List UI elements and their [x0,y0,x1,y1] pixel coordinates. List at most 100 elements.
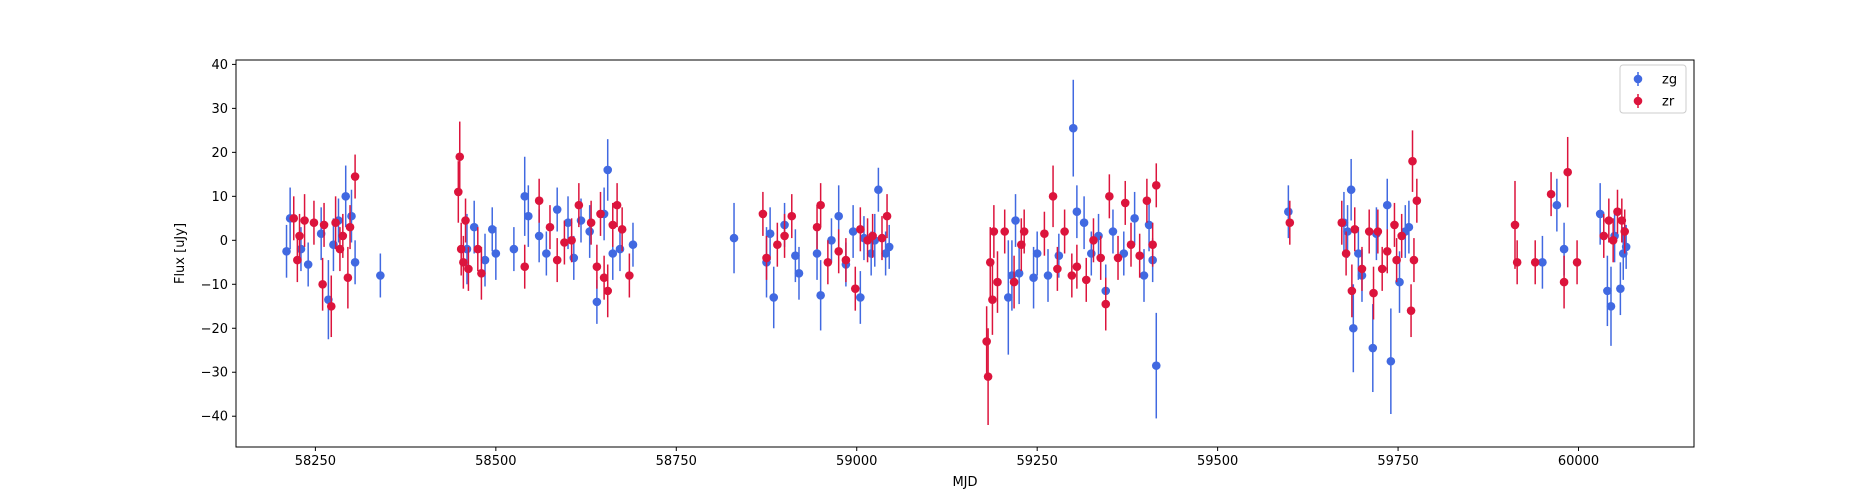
data-point [1346,185,1356,195]
data-point [1606,301,1616,311]
data-point [341,192,351,201]
data-point [1369,288,1378,298]
series-zg [282,79,1631,419]
data-point [625,271,634,280]
data-point [569,253,579,263]
data-point [469,222,479,232]
y-tick-label: −30 [201,366,228,381]
data-point [1087,249,1096,258]
data-point [293,255,302,265]
data-point [473,244,483,254]
y-tick-label: 0 [220,234,228,249]
data-point [877,233,887,243]
data-point [1613,207,1622,217]
data-point [295,231,304,241]
data-point [454,187,463,197]
data-point [567,236,576,245]
data-point [1337,218,1347,228]
data-point [615,244,625,254]
data-point [982,337,991,346]
legend-marker [1633,74,1643,84]
data-point [343,273,353,282]
data-point [456,244,466,254]
data-point [988,295,997,304]
data-point [1151,361,1161,370]
data-point [1373,227,1383,236]
data-point [1349,323,1358,333]
x-tick-label: 59500 [1197,454,1238,469]
data-point [1130,214,1139,223]
data-point [1603,286,1612,296]
data-point [816,200,825,210]
data-point [1151,181,1161,190]
data-point [612,200,622,210]
data-point [1048,192,1058,201]
data-point [552,205,562,214]
data-point [628,240,638,250]
x-axis: 58250 58500 58750 59000 59250 59500 59750 60000 [295,447,1599,469]
data-point [608,249,618,258]
data-point [1397,231,1406,241]
data-point [823,257,833,267]
data-point [769,293,779,302]
data-point [480,255,490,265]
data-point [1390,220,1399,230]
data-point [331,218,340,228]
data-point [1382,247,1392,256]
data-point [856,225,865,234]
data-point [1029,273,1038,282]
data-point [1608,236,1618,245]
data-point [574,200,584,210]
data-point [1009,277,1019,287]
data-point [1510,220,1520,230]
data-point [1144,220,1154,230]
data-point [765,229,775,239]
data-point [289,214,299,223]
x-tick-label: 58750 [656,454,697,469]
data-point [1004,293,1013,302]
data-point [1347,286,1357,296]
data-point [603,165,613,175]
data-point [1032,249,1042,258]
data-point [1341,249,1351,258]
data-point [1616,284,1625,293]
legend-item-zg: zg [1633,72,1677,88]
legend-item-zr: zr [1633,94,1675,110]
data-point [309,218,319,228]
y-tick-label: 20 [211,146,228,161]
data-point [874,185,883,195]
data-point [1530,257,1540,267]
data-point [1408,156,1417,166]
data-point [464,264,473,274]
data-point [599,273,609,282]
y-tick-label: 40 [211,58,228,73]
data-point [989,227,999,236]
data-point [1000,227,1009,236]
x-tick-label: 59000 [836,454,877,469]
data-point [534,196,544,206]
data-point [1563,167,1572,177]
data-point [1354,249,1363,258]
data-point [1089,236,1098,245]
data-point [1072,262,1082,271]
data-point [350,172,360,181]
data-point [1054,251,1064,260]
y-tick-label: −40 [201,410,228,425]
data-point [1604,216,1614,225]
data-point [461,216,470,225]
data-point [1284,207,1293,217]
data-point [816,290,825,300]
data-point [848,227,858,236]
data-point [534,231,544,241]
data-point [1599,231,1609,241]
data-point [1412,196,1422,206]
data-point [729,233,739,243]
data-point [1620,227,1630,236]
data-point [560,238,569,247]
data-point [1552,200,1562,210]
x-tick-label: 59750 [1377,454,1418,469]
data-point [884,242,894,252]
data-point [850,284,860,293]
data-point [1101,299,1111,309]
